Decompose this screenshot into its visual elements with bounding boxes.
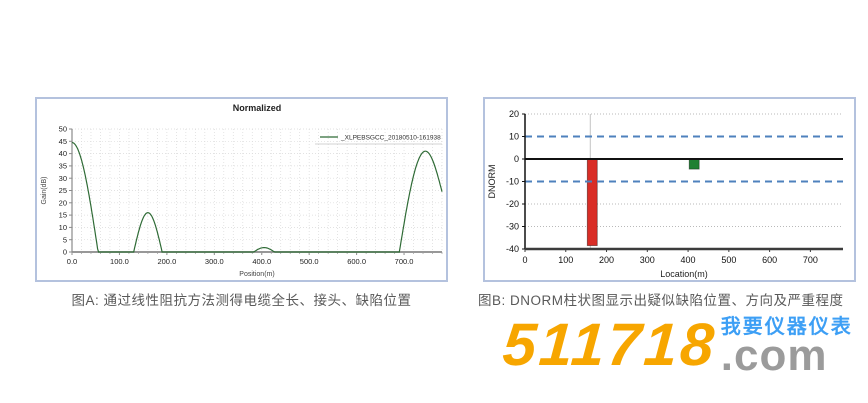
svg-text:50: 50 — [59, 125, 67, 134]
svg-text:5: 5 — [63, 235, 67, 244]
svg-text:0: 0 — [522, 255, 527, 265]
svg-text:-40: -40 — [506, 244, 519, 254]
y-tick-labels: 20 10 0 -10 -20 -30 -40 — [506, 109, 525, 254]
svg-text:100.0: 100.0 — [110, 257, 129, 266]
x-tick-labels: 0.0 100.0 200.0 300.0 400.0 500.0 600.0 700.0 — [67, 252, 443, 266]
chart-a-title: Normalized — [233, 103, 282, 113]
chart-b-dnorm-panel: 20 10 0 -10 -20 -30 -40 0 100 200 300 400 500 600 700 L… — [483, 97, 856, 282]
legend-label: _XLPEBSGCC_20180510-161938 — [340, 135, 441, 142]
svg-text:0: 0 — [514, 154, 519, 164]
chart-a-xlabel: Position(m) — [239, 271, 274, 278]
logo-tagline: 我要仪器仪表 — [720, 316, 853, 338]
svg-text:-10: -10 — [506, 177, 519, 187]
svg-text:600.0: 600.0 — [347, 257, 366, 266]
caption-figure-b: 图B: DNORM柱状图显示出疑似缺陷位置、方向及严重程度 — [478, 293, 844, 308]
y-tick-labels: 0 5 10 15 20 25 30 35 40 45 50 — [59, 125, 72, 257]
logo-right-block: 我要仪器仪表 .com — [720, 316, 853, 380]
svg-text:300: 300 — [640, 255, 655, 265]
svg-text:700: 700 — [803, 255, 818, 265]
svg-text:600: 600 — [762, 255, 777, 265]
defect-bar — [586, 158, 598, 247]
svg-text:300.0: 300.0 — [205, 257, 224, 266]
chart-a-ylabel: Gain(dB) — [41, 176, 48, 204]
svg-text:200.0: 200.0 — [157, 257, 176, 266]
svg-text:200: 200 — [599, 255, 614, 265]
defect-bar — [688, 158, 700, 170]
svg-text:500: 500 — [721, 255, 736, 265]
svg-text:30: 30 — [59, 174, 67, 183]
svg-text:35: 35 — [59, 162, 67, 171]
svg-text:25: 25 — [59, 186, 67, 195]
svg-text:100: 100 — [558, 255, 573, 265]
svg-text:20: 20 — [509, 109, 519, 119]
svg-text:40: 40 — [59, 149, 67, 158]
svg-text:500.0: 500.0 — [300, 257, 319, 266]
svg-text:400.0: 400.0 — [252, 257, 271, 266]
svg-text:0.0: 0.0 — [67, 257, 77, 266]
svg-text:45: 45 — [59, 137, 67, 146]
svg-text:-30: -30 — [506, 222, 519, 232]
svg-text:10: 10 — [509, 132, 519, 142]
normalized-line-chart: 0.0 100.0 200.0 300.0 400.0 500.0 600.0 700.0 0 5… — [41, 103, 443, 278]
gridlines — [525, 113, 843, 227]
gridlines — [71, 128, 443, 253]
series-line — [71, 141, 443, 253]
logo-number: 511718 — [500, 311, 720, 379]
chart-b-xlabel: Location(m) — [660, 269, 708, 279]
logo-domain-suffix: .com — [720, 331, 828, 380]
svg-text:10: 10 — [59, 223, 67, 232]
site-logo: 511718 我要仪器仪表 .com — [500, 311, 853, 380]
defect-bars — [586, 158, 700, 247]
svg-text:400: 400 — [681, 255, 696, 265]
svg-text:0: 0 — [63, 248, 67, 257]
chart-b-ylabel: DNORM — [487, 165, 497, 199]
legend: _XLPEBSGCC_20180510-161938 — [315, 135, 442, 145]
chart-a-normalized-panel: 0.0 100.0 200.0 300.0 400.0 500.0 600.0 700.0 0 5… — [35, 97, 448, 282]
x-tick-labels: 0 100 200 300 400 500 600 700 — [522, 249, 818, 265]
svg-text:700.0: 700.0 — [395, 257, 414, 266]
svg-text:20: 20 — [59, 198, 67, 207]
svg-text:-20: -20 — [506, 199, 519, 209]
svg-text:15: 15 — [59, 211, 67, 220]
caption-figure-a: 图A: 通过线性阻抗方法测得电缆全长、接头、缺陷位置 — [71, 293, 412, 308]
